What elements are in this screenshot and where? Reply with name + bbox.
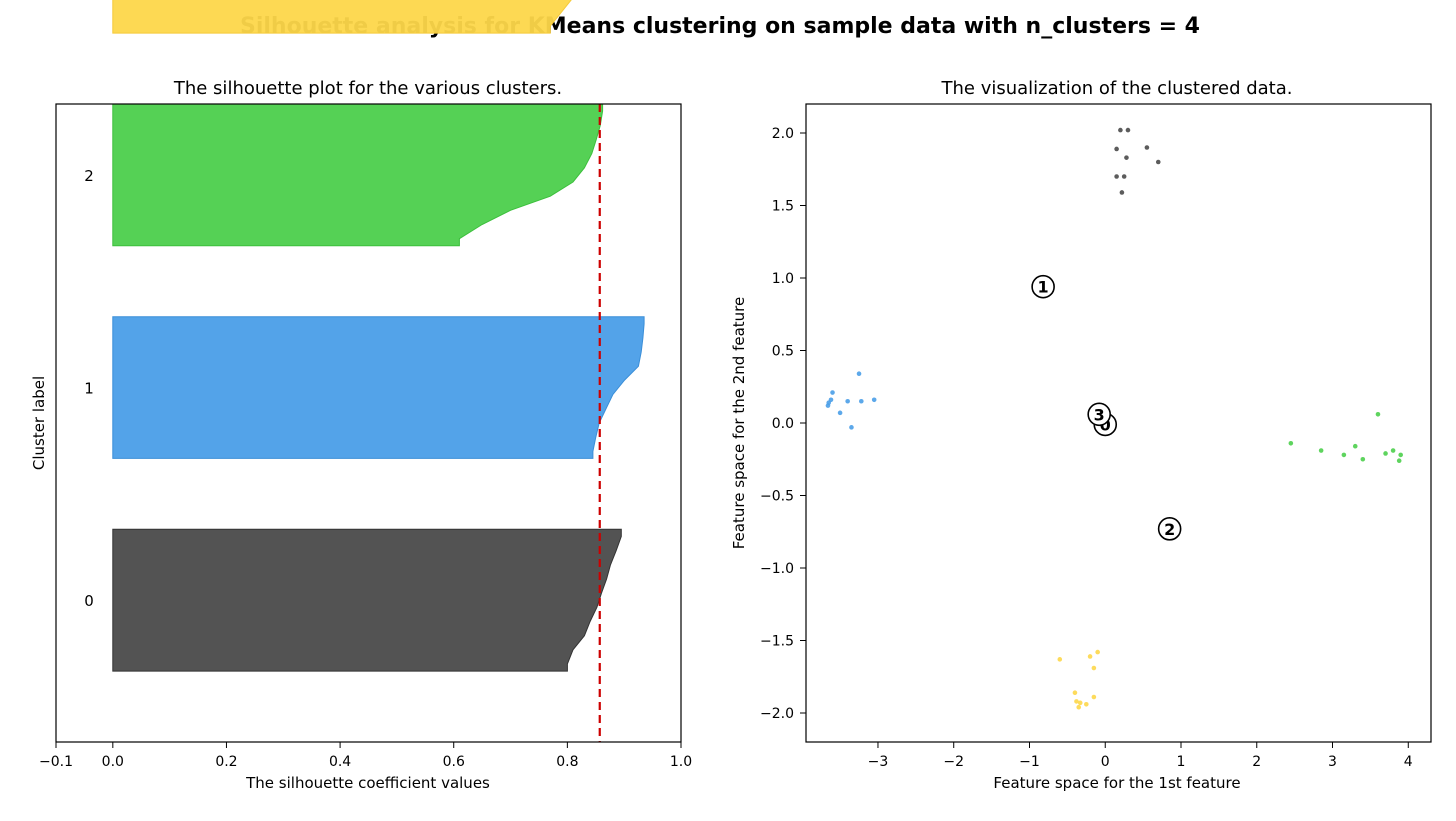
cluster-2-point xyxy=(1318,448,1324,453)
cluster-2-point xyxy=(1288,441,1294,446)
x-tick-label: 1.0 xyxy=(670,754,692,770)
cluster-2-point xyxy=(1341,452,1347,458)
x-tick-label: 0.8 xyxy=(556,754,578,770)
scatter-axes-frame xyxy=(805,103,1432,743)
x-tick-label: 1 xyxy=(1177,754,1186,770)
y-tick-label: −0.5 xyxy=(760,489,794,505)
silhouette-x-axis-label: The silhouette coefficient values xyxy=(245,774,490,792)
y-tick-label: 1.5 xyxy=(772,199,794,215)
cluster-center-marker xyxy=(1087,402,1111,427)
cluster-0-point xyxy=(1124,155,1129,160)
cluster-label-1: 1 xyxy=(84,380,94,398)
scatter-plot-title: The visualization of the clustered data. xyxy=(941,78,1293,99)
cluster-center-label: 0 xyxy=(1100,415,1111,434)
y-tick-label: 2.0 xyxy=(772,126,794,142)
cluster-center-label: 2 xyxy=(1164,520,1175,539)
cluster-1-point xyxy=(856,371,862,377)
silhouette-axes-frame xyxy=(55,103,682,743)
cluster-1-point xyxy=(837,410,843,416)
cluster-2-point xyxy=(1396,458,1402,464)
cluster-1-point xyxy=(871,397,877,403)
cluster-0-point xyxy=(1155,159,1161,165)
cluster-2-point xyxy=(1383,451,1388,456)
x-tick-label: 0.4 xyxy=(329,754,351,770)
cluster-2-point xyxy=(1360,456,1366,462)
y-tick-label: −2.0 xyxy=(760,706,794,722)
cluster-1-point xyxy=(849,425,854,430)
silhouette-band-0 xyxy=(112,528,622,672)
cluster-center-marker xyxy=(1031,274,1055,299)
silhouette-band-1 xyxy=(112,316,645,459)
y-tick-label: 0.0 xyxy=(772,416,794,432)
x-tick-label: −2 xyxy=(943,754,964,770)
scatter-y-axis-label: Feature space for the 2nd feature xyxy=(730,297,748,550)
silhouette-axes: −0.1 0.0 0.2 0.4 0.6 0.8 1.0 xyxy=(39,103,692,770)
silhouette-band-2 xyxy=(112,103,604,247)
cluster-3-point xyxy=(1072,690,1078,695)
x-tick-label: −1 xyxy=(1019,754,1040,770)
cluster-0-point xyxy=(1118,127,1123,133)
silhouette-plot: The silhouette plot for the various clus… xyxy=(30,0,692,792)
cluster-2-point xyxy=(1398,452,1403,458)
cluster-centers: 0 1 2 3 xyxy=(1031,274,1182,541)
cluster-1-point xyxy=(830,390,835,395)
x-tick-label: 0 xyxy=(1101,754,1110,770)
cluster-0-point xyxy=(1125,127,1131,133)
cluster-1-point xyxy=(845,398,850,404)
scatter-x-axis-label: Feature space for the 1st feature xyxy=(993,774,1240,792)
x-tick-label: 0.2 xyxy=(215,754,237,770)
cluster-0-point xyxy=(1114,174,1119,179)
cluster-3-point xyxy=(1077,700,1083,706)
cluster-3-point xyxy=(1091,665,1097,671)
cluster-3-point xyxy=(1076,704,1082,710)
x-tick-label: 2 xyxy=(1252,754,1261,770)
cluster-label-2: 2 xyxy=(84,167,94,185)
cluster-1-point xyxy=(859,398,864,404)
cluster-3-point xyxy=(1091,694,1097,700)
silhouette-band-3 xyxy=(112,0,572,34)
cluster-3-point xyxy=(1084,702,1089,707)
cluster-0-point xyxy=(1119,190,1125,195)
y-tick-label: 1.0 xyxy=(772,271,794,287)
cluster-2-point xyxy=(1375,412,1381,417)
cluster-center-label: 3 xyxy=(1094,405,1105,424)
x-tick-label: −3 xyxy=(868,754,889,770)
silhouette-plot-title: The silhouette plot for the various clus… xyxy=(173,78,562,99)
cluster-3-point xyxy=(1095,649,1100,655)
x-tick-label: 3 xyxy=(1328,754,1337,770)
scatter-points xyxy=(825,127,1403,710)
x-tick-label: 0.0 xyxy=(102,754,124,770)
cluster-3-point xyxy=(1057,657,1063,662)
y-tick-label: 0.5 xyxy=(772,344,794,360)
y-tick-label: −1.5 xyxy=(760,634,794,650)
cluster-0-point xyxy=(1121,174,1127,179)
x-tick-label: 4 xyxy=(1404,754,1413,770)
cluster-1-point xyxy=(825,403,831,408)
cluster-scatter-plot: The visualization of the clustered data.… xyxy=(730,78,1432,792)
cluster-0-point xyxy=(1114,146,1119,152)
cluster-center-label: 1 xyxy=(1038,278,1049,297)
y-tick-label: −1.0 xyxy=(760,561,794,577)
scatter-axes: −3 −2 −1 0 1 2 3 4 −2.0 −1.5 −1.0 −0.5 0.0 0.5 1.0 1.5 2… xyxy=(760,103,1432,770)
cluster-2-point xyxy=(1352,443,1358,449)
x-tick-label: 0.6 xyxy=(443,754,465,770)
cluster-0-point xyxy=(1144,145,1150,150)
cluster-3-point xyxy=(1074,699,1079,704)
cluster-2-point xyxy=(1390,448,1396,453)
silhouette-y-axis-label: Cluster label xyxy=(30,376,48,470)
cluster-label-0: 0 xyxy=(84,592,94,610)
cluster-center-marker xyxy=(1157,517,1182,541)
x-tick-label: −0.1 xyxy=(39,754,73,770)
cluster-3-point xyxy=(1087,654,1093,659)
